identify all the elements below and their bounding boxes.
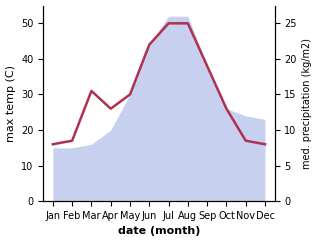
Y-axis label: max temp (C): max temp (C) xyxy=(5,65,16,142)
Y-axis label: med. precipitation (kg/m2): med. precipitation (kg/m2) xyxy=(302,38,313,169)
X-axis label: date (month): date (month) xyxy=(118,227,200,236)
